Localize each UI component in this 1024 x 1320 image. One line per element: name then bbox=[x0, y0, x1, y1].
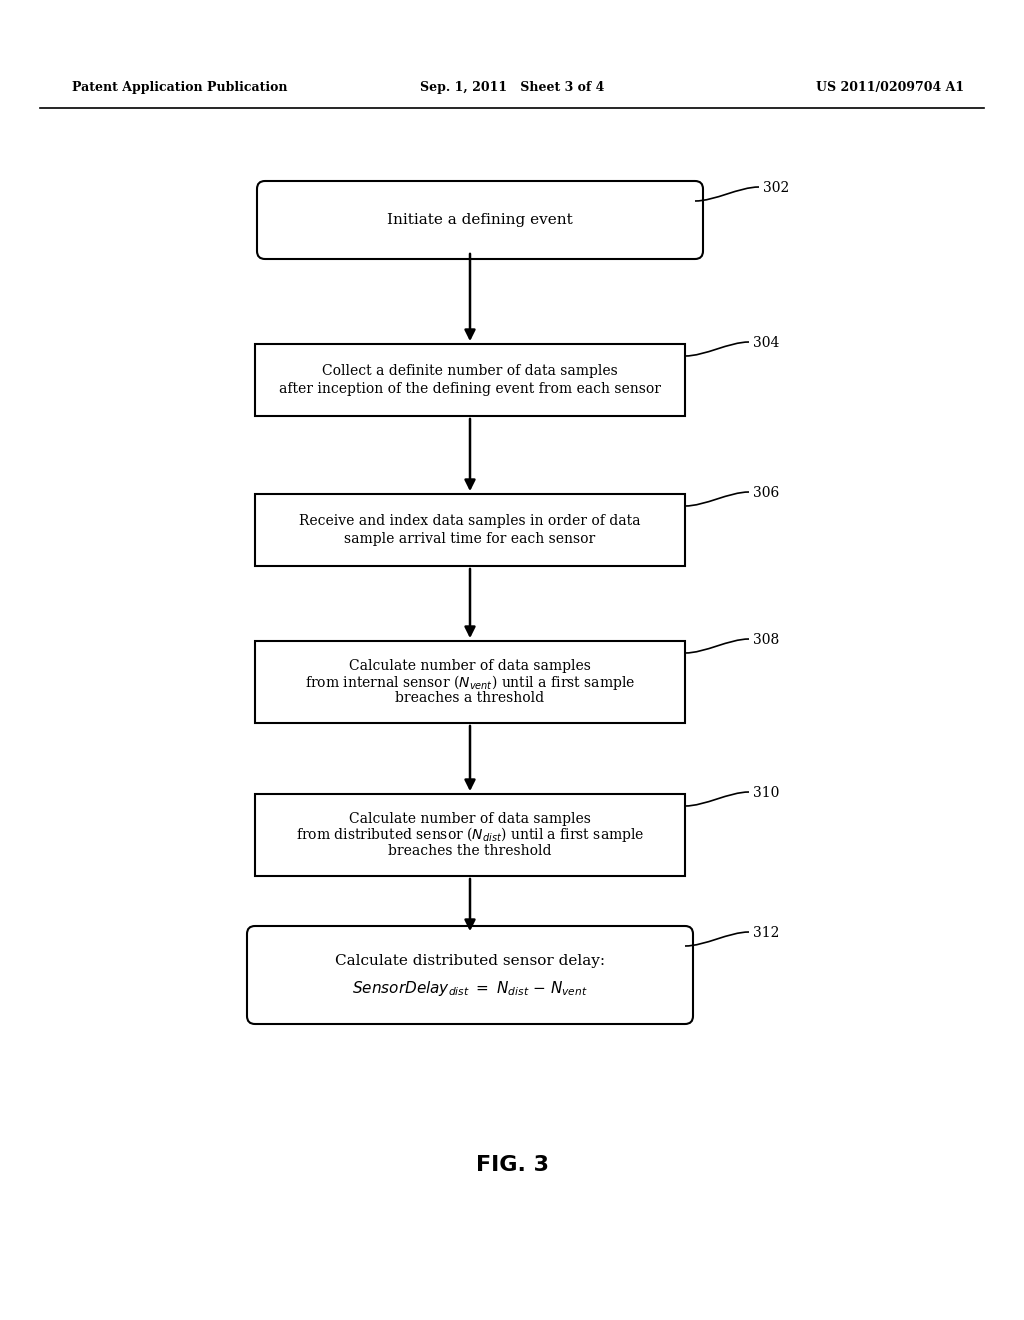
Text: 310: 310 bbox=[753, 785, 779, 800]
Text: sample arrival time for each sensor: sample arrival time for each sensor bbox=[344, 532, 596, 545]
Bar bbox=[255, 345, 685, 416]
Text: FIG. 3: FIG. 3 bbox=[475, 1155, 549, 1175]
Text: Calculate number of data samples: Calculate number of data samples bbox=[349, 812, 591, 826]
Text: after inception of the defining event from each sensor: after inception of the defining event fr… bbox=[279, 381, 662, 396]
FancyBboxPatch shape bbox=[257, 181, 703, 259]
Bar bbox=[255, 642, 685, 723]
FancyBboxPatch shape bbox=[247, 927, 693, 1024]
Text: 306: 306 bbox=[753, 486, 779, 500]
Bar bbox=[255, 494, 685, 566]
Text: from internal sensor ($N_{vent}$) until a first sample: from internal sensor ($N_{vent}$) until … bbox=[305, 672, 635, 692]
Text: breaches a threshold: breaches a threshold bbox=[395, 690, 545, 705]
Text: 302: 302 bbox=[763, 181, 790, 195]
Text: Initiate a defining event: Initiate a defining event bbox=[387, 213, 572, 227]
Text: Patent Application Publication: Patent Application Publication bbox=[72, 82, 288, 95]
Text: breaches the threshold: breaches the threshold bbox=[388, 843, 552, 858]
Text: Sep. 1, 2011   Sheet 3 of 4: Sep. 1, 2011 Sheet 3 of 4 bbox=[420, 82, 604, 95]
Text: from distributed sensor ($N_{dist}$) until a first sample: from distributed sensor ($N_{dist}$) unt… bbox=[296, 825, 644, 845]
Text: 304: 304 bbox=[753, 337, 779, 350]
Text: 312: 312 bbox=[753, 927, 779, 940]
Text: Collect a definite number of data samples: Collect a definite number of data sample… bbox=[323, 364, 617, 379]
Bar bbox=[255, 795, 685, 876]
Text: Calculate number of data samples: Calculate number of data samples bbox=[349, 659, 591, 673]
Text: Receive and index data samples in order of data: Receive and index data samples in order … bbox=[299, 515, 641, 528]
Text: $\mathit{SensorDelay}_{dist}$ $=$ $N_{dist}$ $-$ $N_{vent}$: $\mathit{SensorDelay}_{dist}$ $=$ $N_{di… bbox=[352, 979, 588, 998]
Text: US 2011/0209704 A1: US 2011/0209704 A1 bbox=[816, 82, 964, 95]
Text: Calculate distributed sensor delay:: Calculate distributed sensor delay: bbox=[335, 954, 605, 968]
Text: 308: 308 bbox=[753, 634, 779, 647]
